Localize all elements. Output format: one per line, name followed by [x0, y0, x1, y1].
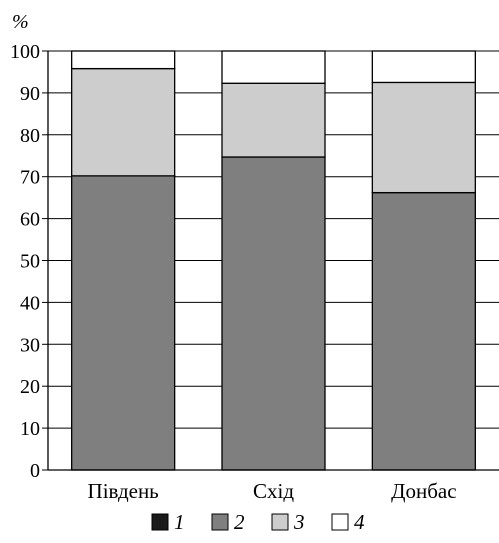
y-tick-label: 30 [20, 334, 40, 356]
legend-label: 4 [354, 510, 365, 534]
legend-label: 3 [293, 510, 305, 534]
legend-swatch [151, 513, 169, 531]
legend-swatch [271, 513, 289, 531]
y-tick-label: 0 [30, 460, 40, 482]
bar-segment [221, 82, 326, 158]
legend-label: 2 [234, 510, 245, 534]
x-category-label: Південь [88, 479, 159, 503]
y-tick-label: 50 [20, 251, 40, 273]
bar-segment [71, 175, 176, 471]
legend-label: 1 [174, 510, 185, 534]
bar-segment [221, 156, 326, 471]
y-tick-label: 90 [20, 83, 40, 105]
y-tick-label: 100 [10, 41, 40, 63]
y-tick-label: 60 [20, 209, 40, 231]
bar-segment [221, 50, 326, 84]
y-unit-label: % [12, 11, 29, 33]
bar-segment [71, 50, 176, 70]
x-category-label: Схід [253, 479, 294, 503]
y-tick-labels: 0 10 20 30 40 50 60 70 80 90 100 [10, 41, 40, 482]
axes [47, 51, 499, 471]
legend-swatch [211, 513, 229, 531]
y-tick-label: 10 [20, 418, 40, 440]
x-category-label: Донбас [391, 479, 456, 503]
legend-swatch [331, 513, 349, 531]
bar-segment [71, 67, 176, 177]
legend: 1 2 3 4 [151, 510, 365, 534]
y-tick-label: 80 [20, 125, 40, 147]
bar-segment [371, 191, 476, 471]
bar-segment [371, 50, 476, 84]
bar-segment [371, 81, 476, 194]
bars [71, 50, 476, 471]
y-tick-label: 40 [20, 292, 40, 314]
y-tick-label: 70 [20, 167, 40, 189]
y-tick-label: 20 [20, 376, 40, 398]
x-category-labels: Південь Схід Донбас [88, 479, 457, 503]
